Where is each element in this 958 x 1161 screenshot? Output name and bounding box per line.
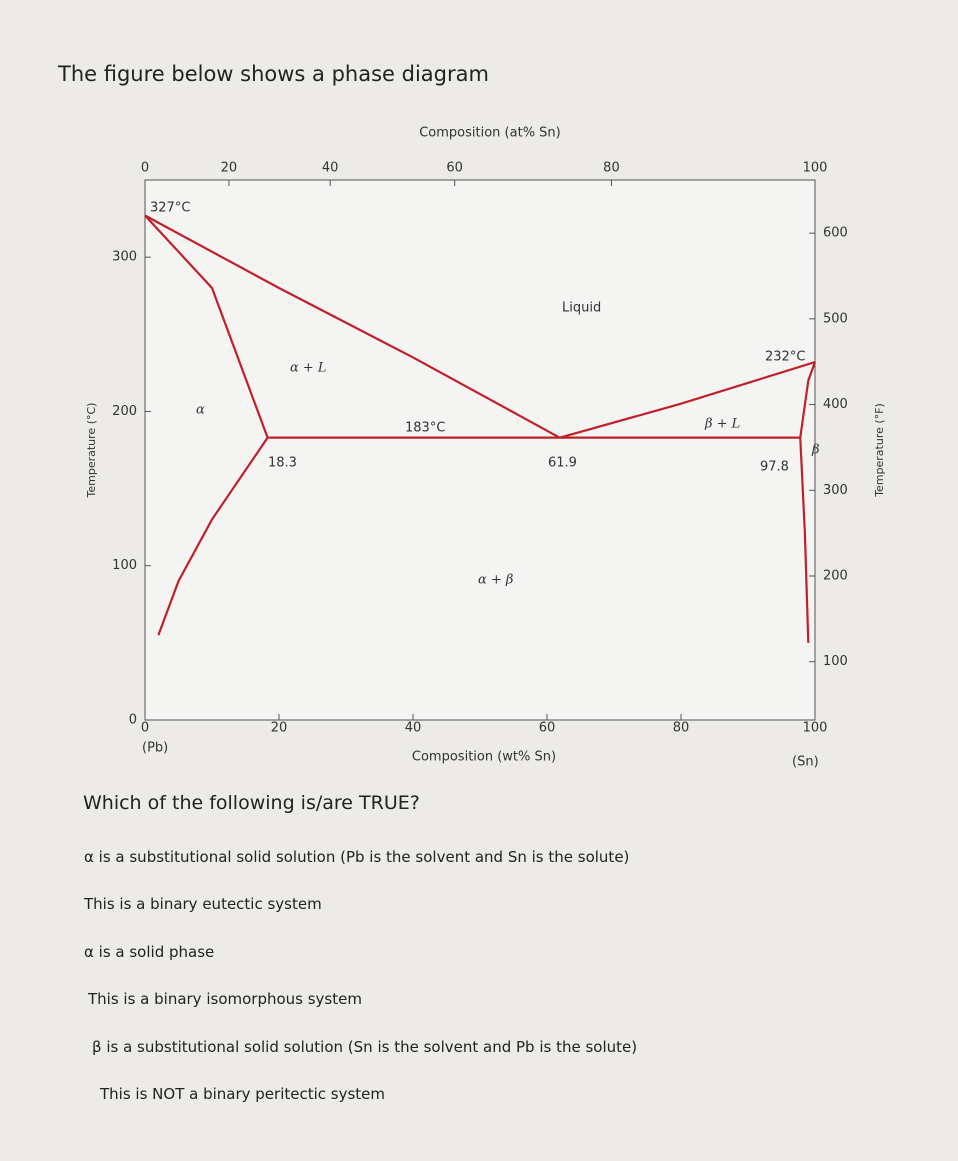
annotation: Liquid bbox=[562, 301, 601, 316]
annotation: (Pb) bbox=[142, 741, 168, 756]
annotation: α bbox=[196, 403, 205, 418]
phase-boundary bbox=[144, 214, 561, 439]
y-tick-label: 200 bbox=[112, 404, 137, 419]
y-axis-label: Temperature (°C) bbox=[85, 403, 98, 499]
phase-diagram: 327°C 232°C 183°C 18.3 61.9 97.8 Liquid … bbox=[85, 126, 886, 770]
answer-option[interactable]: α is a solid phase bbox=[84, 943, 215, 961]
annotation: β + L bbox=[704, 417, 740, 432]
annotation: 61.9 bbox=[548, 456, 577, 471]
x-tick-label: 0 bbox=[141, 721, 149, 736]
answer-option[interactable]: This is a binary eutectic system bbox=[84, 895, 322, 913]
y2-axis-label: Temperature (°F) bbox=[873, 403, 886, 498]
plot-frame bbox=[144, 179, 816, 721]
x2-tick-label: 80 bbox=[603, 161, 620, 176]
annotation: 327°C bbox=[150, 201, 190, 216]
x2-axis-label: Composition (at% Sn) bbox=[419, 126, 561, 141]
answer-option[interactable]: This is NOT a binary peritectic system bbox=[100, 1085, 386, 1103]
x-tick-label: 60 bbox=[539, 721, 556, 736]
y2-tick-label: 300 bbox=[823, 483, 848, 498]
annotation: (Sn) bbox=[792, 755, 819, 770]
x-axis-label: Composition (wt% Sn) bbox=[412, 750, 556, 765]
y2-tick-label: 500 bbox=[823, 311, 848, 326]
annotation: 183°C bbox=[405, 421, 445, 436]
annotation: α + L bbox=[290, 361, 327, 376]
x2-tick-label: 20 bbox=[221, 161, 238, 176]
y2-tick-label: 400 bbox=[823, 397, 848, 412]
y2-tick-label: 200 bbox=[823, 569, 848, 584]
phase-boundary bbox=[799, 437, 810, 643]
answer-option[interactable]: β is a substitutional solid solution (Sn… bbox=[92, 1038, 638, 1056]
phase-boundary bbox=[559, 361, 816, 439]
question-prompt: Which of the following is/are TRUE? bbox=[83, 792, 420, 814]
phase-boundary bbox=[799, 361, 817, 438]
x2-tick-label: 100 bbox=[803, 161, 828, 176]
question-title: The figure below shows a phase diagram bbox=[58, 62, 489, 86]
annotation: α + β bbox=[478, 573, 513, 588]
y-tick-label: 0 bbox=[129, 713, 137, 728]
x-tick-label: 20 bbox=[271, 721, 288, 736]
x2-tick-label: 40 bbox=[322, 161, 339, 176]
phase-boundary bbox=[157, 437, 269, 636]
y2-tick-label: 600 bbox=[823, 226, 848, 241]
annotation: 232°C bbox=[765, 350, 805, 365]
annotation: 97.8 bbox=[760, 460, 789, 475]
y2-tick-label: 100 bbox=[823, 654, 848, 669]
annotation: 18.3 bbox=[268, 456, 297, 471]
y-tick-label: 300 bbox=[112, 250, 137, 265]
answer-option[interactable]: α is a substitutional solid solution (Pb… bbox=[84, 848, 630, 866]
x-tick-label: 80 bbox=[673, 721, 690, 736]
y-tick-label: 100 bbox=[112, 558, 137, 573]
annotation: β bbox=[811, 443, 820, 458]
phase-boundary bbox=[144, 214, 269, 439]
x2-tick-label: 0 bbox=[141, 161, 149, 176]
answer-option[interactable]: This is a binary isomorphous system bbox=[88, 990, 362, 1008]
x2-tick-label: 60 bbox=[446, 161, 463, 176]
x-tick-label: 100 bbox=[803, 721, 828, 736]
x-tick-label: 40 bbox=[405, 721, 422, 736]
